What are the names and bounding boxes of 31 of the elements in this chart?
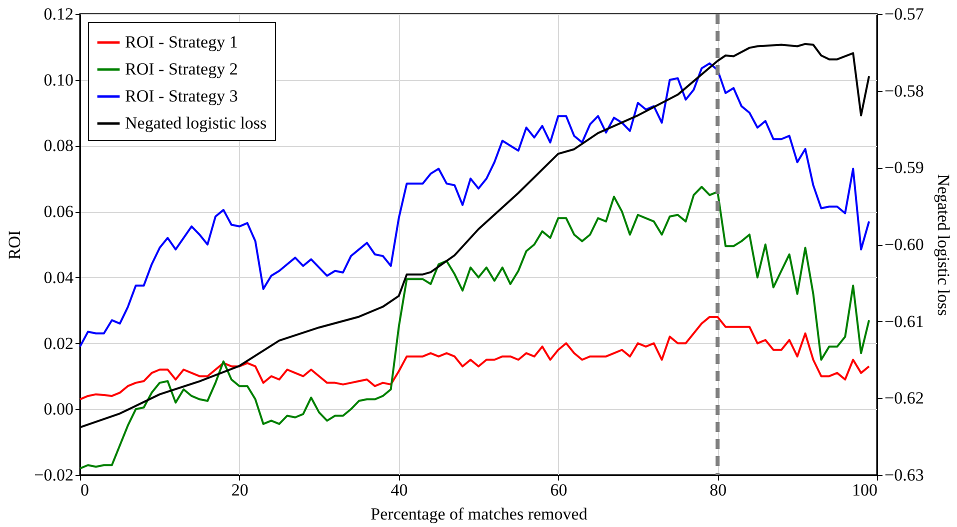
line-series [79,186,870,470]
legend-label: ROI - Strategy 1 [125,32,238,52]
x-tick-label: 40 [390,480,408,500]
x-axis-title: Percentage of matches removed [370,504,588,524]
y2-tick-label: −0.63 [884,466,924,484]
x-tick-label: 20 [231,480,248,500]
legend-label: ROI - Strategy 2 [125,60,238,78]
line-series [79,316,870,400]
y-tick-label: 0.04 [44,268,74,287]
y2-tick-label: −0.61 [884,312,924,331]
line-series [79,62,870,348]
legend-label: Negated logistic loss [125,114,267,132]
y-tick-label: −0.02 [34,466,74,484]
y2-tick-label: −0.62 [884,388,924,408]
y2-tick-label: −0.57 [884,4,924,24]
y2-axis-title: Negated logistic loss [934,174,953,316]
y-tick-label: 0.12 [44,4,74,24]
y-tick-label: 0.10 [44,70,74,90]
y-tick-label: 0.06 [44,202,74,222]
y-axis-title: ROI [5,230,24,260]
y2-tick-label: −0.60 [884,235,924,254]
legend-label: ROI - Strategy 3 [125,86,238,106]
y-tick-label: 0.02 [44,334,74,353]
x-tick-label: 60 [550,480,568,500]
y-tick-label: 0.00 [44,400,74,419]
y2-tick-label: −0.59 [884,158,924,178]
x-tick-label: 100 [852,480,878,500]
x-tick-label: 80 [710,480,727,500]
x-tick-label: 0 [80,480,89,500]
y-tick-label: 0.08 [44,136,74,156]
y2-tick-label: −0.58 [884,81,924,100]
